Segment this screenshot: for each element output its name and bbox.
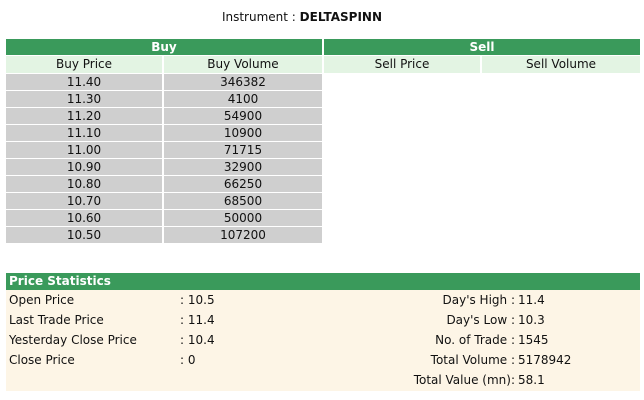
stats-row: Last Trade Price : 11.4 Day's Low : 10.3	[6, 310, 640, 330]
price-statistics-header: Price Statistics	[6, 273, 640, 290]
buy-volume-cell: 10900	[164, 125, 322, 141]
no-of-trade-label: No. of Trade :	[435, 333, 515, 347]
instrument-label: Instrument :	[221, 10, 296, 24]
sell-header: Sell	[324, 39, 640, 55]
buy-price-cell: 11.10	[6, 125, 162, 141]
last-trade-price-value: : 11.4	[180, 313, 215, 327]
buy-price-cell: 10.80	[6, 176, 162, 192]
buy-row: 10.90 32900	[6, 159, 322, 175]
buy-row: 10.50 107200	[6, 227, 322, 243]
buy-row: 11.40 346382	[6, 74, 322, 90]
buy-panel: Buy Buy Price Buy Volume 11.40 346382 11.3…	[6, 39, 322, 243]
total-value-value: 58.1	[518, 373, 545, 387]
buy-price-cell: 10.50	[6, 227, 162, 243]
buy-row: 11.00 71715	[6, 142, 322, 158]
close-price-label: Close Price	[9, 353, 75, 367]
open-price-label: Open Price	[9, 293, 75, 307]
buy-row: 11.10 10900	[6, 125, 322, 141]
sell-price-column-header: Sell Price	[324, 56, 480, 73]
buy-volume-cell: 346382	[164, 74, 322, 90]
buy-row: 10.80 66250	[6, 176, 322, 192]
days-low-value: 10.3	[518, 313, 545, 327]
buy-row: 10.70 68500	[6, 193, 322, 209]
buy-price-column-header: Buy Price	[6, 56, 162, 73]
open-price-value: : 10.5	[180, 293, 215, 307]
buy-row: 11.30 4100	[6, 91, 322, 107]
buy-volume-cell: 50000	[164, 210, 322, 226]
sell-panel: Sell Sell Price Sell Volume	[324, 39, 640, 73]
buy-rows: 11.40 346382 11.30 4100 11.20 54900 11.10 10900…	[6, 74, 322, 243]
buy-volume-cell: 107200	[164, 227, 322, 243]
buy-price-cell: 11.40	[6, 74, 162, 90]
buy-volume-cell: 71715	[164, 142, 322, 158]
stats-row: Close Price : 0 Total Volume : 5178942	[6, 350, 640, 370]
yesterday-close-price-label: Yesterday Close Price	[9, 333, 137, 347]
price-statistics-body: Open Price : 10.5 Day's High : 11.4 Last…	[6, 290, 640, 391]
stats-row: Open Price : 10.5 Day's High : 11.4	[6, 290, 640, 310]
buy-price-cell: 10.90	[6, 159, 162, 175]
no-of-trade-value: 1545	[518, 333, 549, 347]
buy-volume-cell: 66250	[164, 176, 322, 192]
buy-volume-cell: 32900	[164, 159, 322, 175]
total-volume-value: 5178942	[518, 353, 572, 367]
instrument-name: DELTASPINN	[299, 10, 383, 24]
buy-price-cell: 10.70	[6, 193, 162, 209]
days-high-label: Day's High :	[442, 293, 516, 307]
close-price-value: : 0	[180, 353, 196, 367]
sell-volume-column-header: Sell Volume	[482, 56, 640, 73]
buy-volume-cell: 4100	[164, 91, 322, 107]
sell-column-headers: Sell Price Sell Volume	[324, 56, 640, 73]
instrument-title: Instrument : DELTASPINN	[0, 10, 604, 24]
price-statistics-panel: Price Statistics Open Price : 10.5 Day's…	[6, 273, 640, 391]
buy-price-cell: 10.60	[6, 210, 162, 226]
buy-row: 11.20 54900	[6, 108, 322, 124]
days-high-value: 11.4	[518, 293, 545, 307]
yesterday-close-price-value: : 10.4	[180, 333, 215, 347]
stats-row: Yesterday Close Price : 10.4 No. of Trad…	[6, 330, 640, 350]
buy-volume-column-header: Buy Volume	[164, 56, 322, 73]
buy-price-cell: 11.30	[6, 91, 162, 107]
buy-price-cell: 11.00	[6, 142, 162, 158]
total-volume-label: Total Volume :	[430, 353, 515, 367]
last-trade-price-label: Last Trade Price	[9, 313, 104, 327]
buy-price-cell: 11.20	[6, 108, 162, 124]
buy-row: 10.60 50000	[6, 210, 322, 226]
total-value-label: Total Value (mn):	[413, 373, 515, 387]
buy-volume-cell: 68500	[164, 193, 322, 209]
days-low-label: Day's Low :	[446, 313, 515, 327]
buy-volume-cell: 54900	[164, 108, 322, 124]
buy-header: Buy	[6, 39, 322, 55]
buy-column-headers: Buy Price Buy Volume	[6, 56, 322, 73]
stats-row: Total Value (mn): 58.1	[6, 370, 640, 390]
